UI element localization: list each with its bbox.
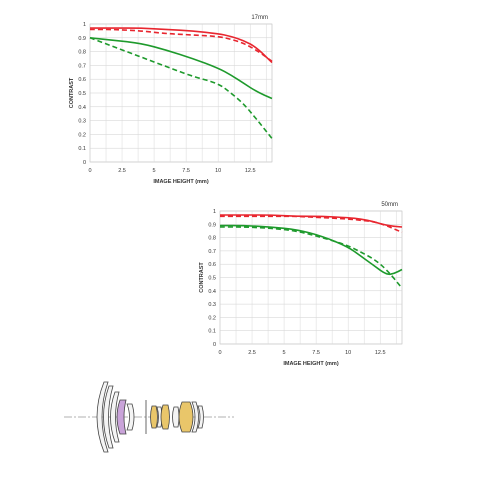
y-tick-label: 0.3 (78, 119, 86, 125)
mtf-chart-17mm: 0 0.1 0.2 0.3 0.4 0.5 0.6 0.7 0.8 0.9 1 0 2.5 5 7.5 10 1… (60, 10, 280, 190)
y-tick-label: 0.4 (78, 105, 86, 111)
x-tick-label: 7.5 (312, 350, 320, 356)
lens-element-special (160, 404, 170, 430)
chart-svg: 00.10.20.30.40.50.60.70.80.910 2.5 5 7.5 10 1… (69, 15, 273, 185)
lens-element (110, 391, 120, 443)
x-tick-label: 5 (283, 350, 286, 356)
x-tick-label: 12.5 (375, 350, 386, 356)
y-tick-label: 0.5 (78, 91, 86, 97)
x-tick-label: 12.5 (245, 168, 256, 174)
x-tick-label: 2.5 (118, 168, 126, 174)
chart-title: 17mm (251, 15, 268, 21)
y-tick-label: 0.9 (78, 36, 86, 42)
lens-element (172, 406, 180, 428)
lens-construction-diagram (64, 381, 234, 453)
chart-title: 50mm (381, 202, 398, 208)
y-tick-label: 1 (213, 209, 216, 215)
mtf-chart-50mm: 0 0.1 0.2 0.3 0.4 0.5 0.6 0.7 0.8 0.9 1 0 2.5 5 7.5 10 1… (190, 197, 410, 372)
x-tick-label: 2.5 (248, 350, 256, 356)
lens-element (96, 381, 109, 453)
series-line-3 (89, 37, 273, 140)
y-tick-label: 1 (83, 22, 86, 28)
lens-element (191, 401, 199, 433)
y-tick-label: 0.1 (208, 329, 216, 335)
y-tick-label: 0.5 (208, 276, 216, 282)
y-tick-label: 0.8 (208, 236, 216, 242)
y-tick-label: 0.3 (208, 302, 216, 308)
y-tick-label: 0 (83, 160, 86, 166)
y-tick-label: 0.2 (208, 315, 216, 321)
y-axis-label: CONTRAST (69, 77, 75, 108)
y-tick-label: 0.7 (78, 63, 86, 69)
series-line-0 (90, 27, 273, 64)
y-tick-label: 0.6 (78, 77, 86, 83)
x-tick-label: 0 (218, 350, 221, 356)
lens-element-special (178, 401, 194, 433)
y-tick-label: 0.6 (208, 262, 216, 268)
y-axis-label: CONTRAST (199, 262, 205, 293)
chart-svg: 00.10.20.30.40.50.60.70.80.910 2.5 5 7.5 10 1… (199, 202, 403, 367)
y-tick-label: 0.1 (78, 146, 86, 152)
x-tick-label: 10 (215, 168, 221, 174)
x-tick-label: 10 (345, 350, 351, 356)
lens-element (126, 403, 135, 431)
y-tick-label: 0 (213, 342, 216, 348)
lens-element-aspherical (116, 399, 127, 435)
y-tick-label: 0.2 (78, 132, 86, 138)
y-tick-label: 0.4 (208, 289, 216, 295)
series-line-3 (220, 226, 403, 289)
lens-element (197, 405, 204, 429)
y-tick-label: 0.9 (208, 222, 216, 228)
series-line-1 (220, 215, 403, 234)
y-tick-label: 0.7 (208, 249, 216, 255)
x-tick-label: 0 (88, 168, 91, 174)
series-line-2 (220, 224, 403, 276)
series-line-1 (89, 28, 273, 62)
series-line-2 (89, 37, 273, 100)
x-tick-label: 5 (153, 168, 156, 174)
x-axis-label: IMAGE HEIGHT (mm) (283, 361, 338, 367)
x-tick-label: 7.5 (182, 168, 190, 174)
lens-element-special (150, 405, 158, 429)
x-axis-label: IMAGE HEIGHT (mm) (153, 179, 208, 185)
y-tick-label: 0.8 (78, 50, 86, 56)
lens-element (103, 385, 114, 449)
